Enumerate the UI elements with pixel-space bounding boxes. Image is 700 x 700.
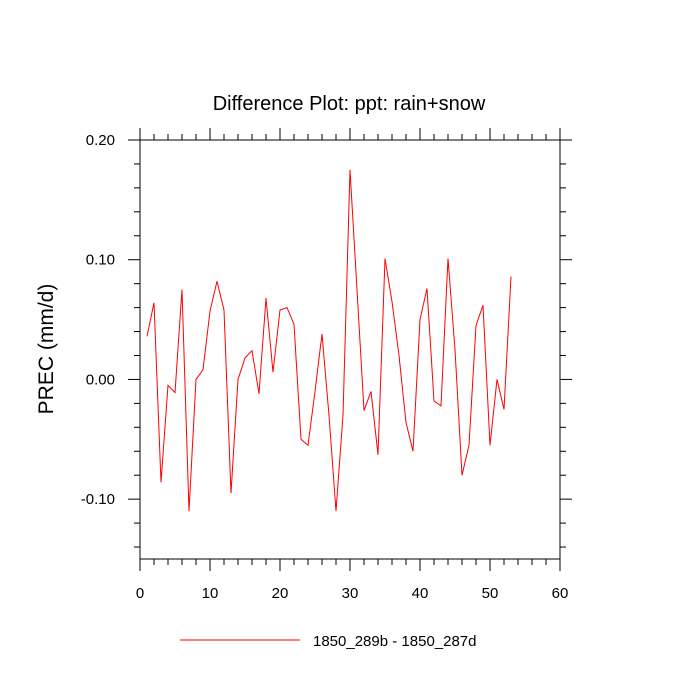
y-tick-label: 0.10 (86, 252, 115, 269)
chart-title: Difference Plot: ppt: rain+snow (213, 93, 486, 115)
x-tick-label: 60 (552, 585, 569, 602)
x-tick-label: 10 (202, 585, 219, 602)
legend: 1850_289b - 1850_287d (180, 633, 477, 650)
x-tick-label: 30 (342, 585, 359, 602)
x-tick-label: 0 (136, 585, 144, 602)
legend-label: 1850_289b - 1850_287d (313, 633, 477, 650)
plot-frame (139, 139, 561, 560)
y-tick-label: 0.00 (86, 371, 115, 388)
x-tick-label: 40 (412, 585, 429, 602)
x-tick-label: 20 (272, 585, 289, 602)
series-layer (146, 169, 512, 512)
y-axis-label: PREC (mm/d) (35, 284, 58, 415)
axis-ticks (128, 128, 572, 571)
x-tick-label: 50 (482, 585, 499, 602)
axis-tick-labels: 0 10 20 30 40 50 60 0.20 0.10 0.00 -0.10 (81, 132, 569, 602)
y-tick-label: 0.20 (86, 132, 115, 149)
series-line (146, 169, 512, 512)
y-tick-label: -0.10 (81, 491, 115, 508)
